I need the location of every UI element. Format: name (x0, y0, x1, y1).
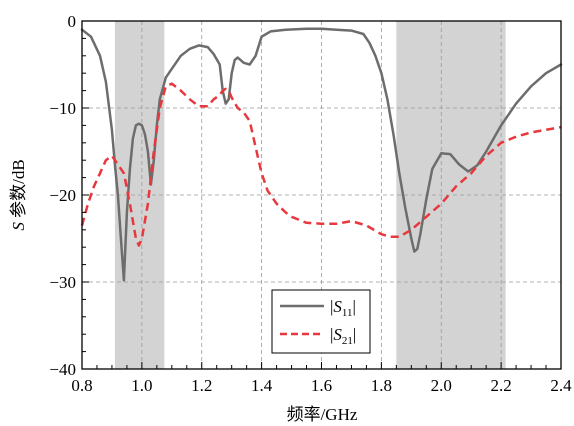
legend-s11-symbol: S (333, 297, 342, 316)
x-tick-label: 1.8 (371, 376, 392, 395)
x-tick-label: 1.4 (251, 376, 273, 395)
tick-labels: 0.8 1.0 1.2 1.4 1.6 1.8 2.0 2.2 2.4 0 −10 −20 −30 −40 (49, 12, 572, 395)
legend-s21-symbol: S (333, 325, 342, 344)
y-tick-label: −10 (49, 99, 76, 118)
x-tick-label: 1.0 (131, 376, 152, 395)
series-group (80, 27, 563, 282)
y-tick-label: −30 (49, 273, 76, 292)
x-axis-label: 频率/GHz (287, 405, 358, 424)
y-tick-label: 0 (68, 12, 77, 31)
x-tick-label: 1.2 (191, 376, 212, 395)
y-axis-label-text: 参数/dB (9, 159, 28, 222)
y-axis-label-symbol: S (9, 222, 28, 231)
x-tick-label: 2.0 (431, 376, 452, 395)
grid-lines (82, 21, 561, 369)
x-tick-label: 1.6 (311, 376, 332, 395)
x-tick-label: 2.2 (491, 376, 512, 395)
y-tick-label: −40 (49, 360, 76, 379)
y-axis-label: S 参数/dB (9, 159, 28, 230)
series-line-s11 (80, 27, 563, 282)
x-tick-label: 0.8 (71, 376, 92, 395)
axis-ticks (81, 20, 562, 370)
legend-box (271, 289, 371, 354)
legend-s21-subscript: 21 (342, 335, 353, 347)
legend-s11-subscript: 11 (342, 307, 353, 319)
y-tick-label: −20 (49, 186, 76, 205)
legend: |S11| |S21| (271, 289, 371, 354)
x-tick-label: 2.4 (550, 376, 572, 395)
series-line-s21 (80, 82, 562, 247)
